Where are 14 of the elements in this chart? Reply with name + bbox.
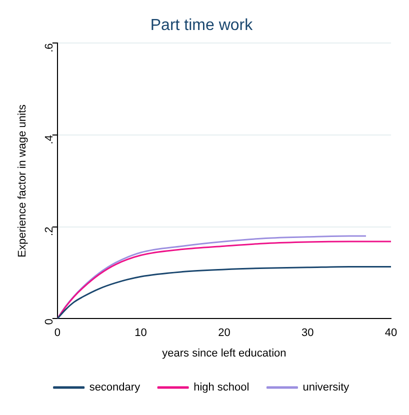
legend-label: university	[302, 382, 350, 394]
legend-label: secondary	[89, 382, 141, 394]
y-axis-title: Experience factor in wage units	[16, 104, 29, 258]
x-tick-label: 30	[301, 327, 314, 340]
x-tick-label: 40	[384, 327, 398, 340]
chart-title: Part time work	[150, 17, 254, 34]
y-tick-label: .2	[43, 226, 56, 236]
x-axis-title: years since left education	[162, 347, 286, 360]
y-tick-label: .6	[43, 43, 56, 52]
legend-label: high school	[194, 382, 250, 394]
x-tick-label: 20	[218, 327, 230, 340]
y-tick-label: .4	[43, 135, 56, 144]
y-tick-label: 0	[43, 318, 56, 325]
x-tick-label: 10	[134, 327, 147, 340]
